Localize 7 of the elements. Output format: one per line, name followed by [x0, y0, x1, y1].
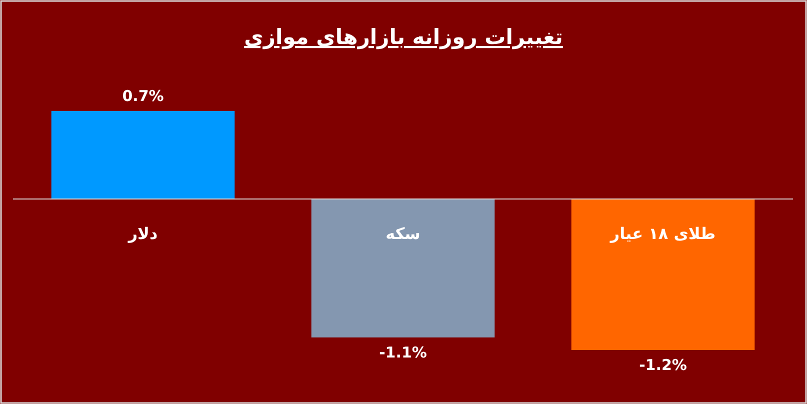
chart-title: تغییرات روزانه بازارهای موازی: [244, 25, 563, 50]
x-tick-label: طلای ۱۸ عیار: [609, 224, 716, 244]
data-label: 0.7%: [122, 87, 164, 105]
data-label: -1.1%: [379, 343, 427, 362]
data-label: -1.2%: [639, 356, 687, 374]
x-tick-label: دلار: [127, 224, 158, 244]
x-tick-label: سکه: [386, 224, 420, 244]
